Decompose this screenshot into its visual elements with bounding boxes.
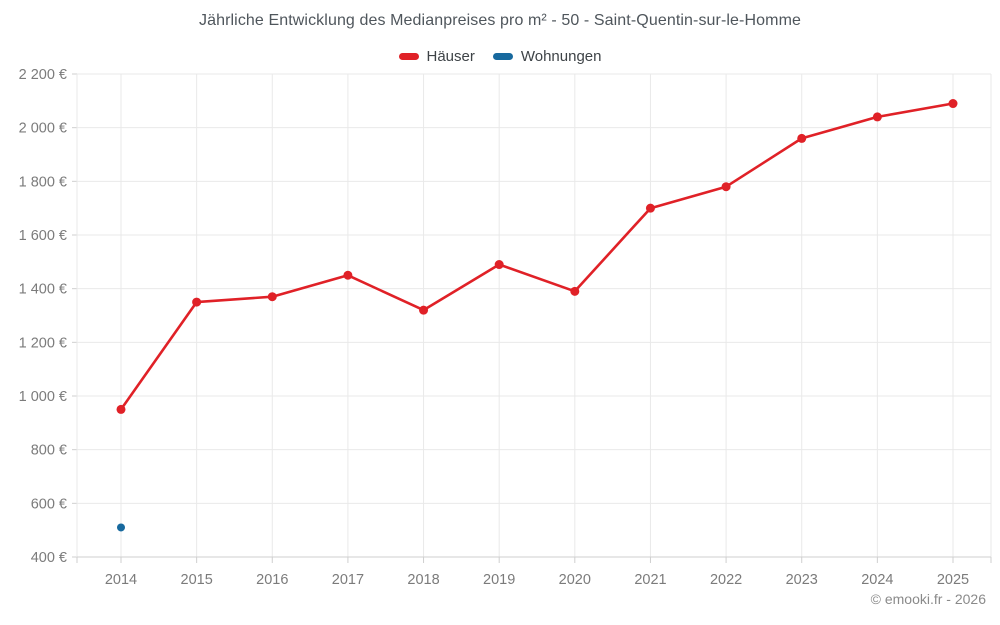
point-haeuser-2014[interactable] bbox=[116, 404, 126, 414]
chart-title: Jährliche Entwicklung des Medianpreises … bbox=[198, 12, 801, 29]
point-haeuser-2022[interactable] bbox=[721, 182, 731, 192]
point-haeuser-2015[interactable] bbox=[192, 297, 202, 307]
x-tick-label: 2019 bbox=[483, 572, 515, 588]
x-tick-label: 2014 bbox=[105, 572, 137, 588]
x-tick-label: 2025 bbox=[937, 572, 969, 588]
x-tick-label: 2023 bbox=[786, 572, 818, 588]
point-haeuser-2020[interactable] bbox=[570, 286, 580, 296]
y-tick-label: 1 400 € bbox=[19, 282, 67, 298]
copyright-footer: © emooki.fr - 2026 bbox=[870, 591, 986, 607]
x-tick-label: 2017 bbox=[332, 572, 364, 588]
x-tick-label: 2018 bbox=[407, 572, 439, 588]
point-haeuser-2018[interactable] bbox=[419, 305, 429, 315]
y-tick-label: 400 € bbox=[31, 550, 67, 566]
point-wohnungen-2014[interactable] bbox=[117, 523, 125, 532]
x-tick-label: 2015 bbox=[181, 572, 213, 588]
x-tick-label: 2022 bbox=[710, 572, 742, 588]
y-tick-label: 1 600 € bbox=[19, 228, 67, 244]
point-haeuser-2017[interactable] bbox=[343, 270, 353, 280]
series-line-haeuser bbox=[119, 102, 955, 411]
legend: Häuser Wohnungen bbox=[0, 45, 1000, 67]
point-haeuser-2024[interactable] bbox=[872, 112, 882, 122]
legend-item-haeuser[interactable]: Häuser bbox=[398, 47, 475, 65]
y-tick-label: 2 200 € bbox=[19, 67, 67, 83]
x-tick-label: 2016 bbox=[256, 572, 288, 588]
point-haeuser-2016[interactable] bbox=[267, 292, 277, 302]
point-haeuser-2021[interactable] bbox=[645, 203, 655, 213]
x-tick-label: 2020 bbox=[559, 572, 591, 588]
y-tick-label: 1 800 € bbox=[19, 174, 67, 190]
legend-item-wohnungen[interactable]: Wohnungen bbox=[492, 47, 602, 65]
y-tick-label: 1 000 € bbox=[19, 389, 67, 405]
x-tick-label: 2021 bbox=[634, 572, 666, 588]
point-haeuser-2023[interactable] bbox=[797, 133, 807, 143]
y-tick-label: 800 € bbox=[31, 443, 67, 459]
legend-swatch-wohnungen bbox=[492, 52, 513, 60]
y-tick-label: 600 € bbox=[31, 496, 67, 512]
y-tick-label: 1 200 € bbox=[19, 335, 67, 351]
legend-label: Häuser bbox=[426, 47, 475, 65]
legend-swatch-haeuser bbox=[398, 52, 419, 60]
y-tick-label: 2 000 € bbox=[19, 121, 67, 137]
point-haeuser-2025[interactable] bbox=[948, 99, 958, 109]
x-tick-label: 2024 bbox=[861, 572, 893, 588]
point-haeuser-2019[interactable] bbox=[494, 260, 504, 270]
legend-label: Wohnungen bbox=[520, 47, 602, 65]
